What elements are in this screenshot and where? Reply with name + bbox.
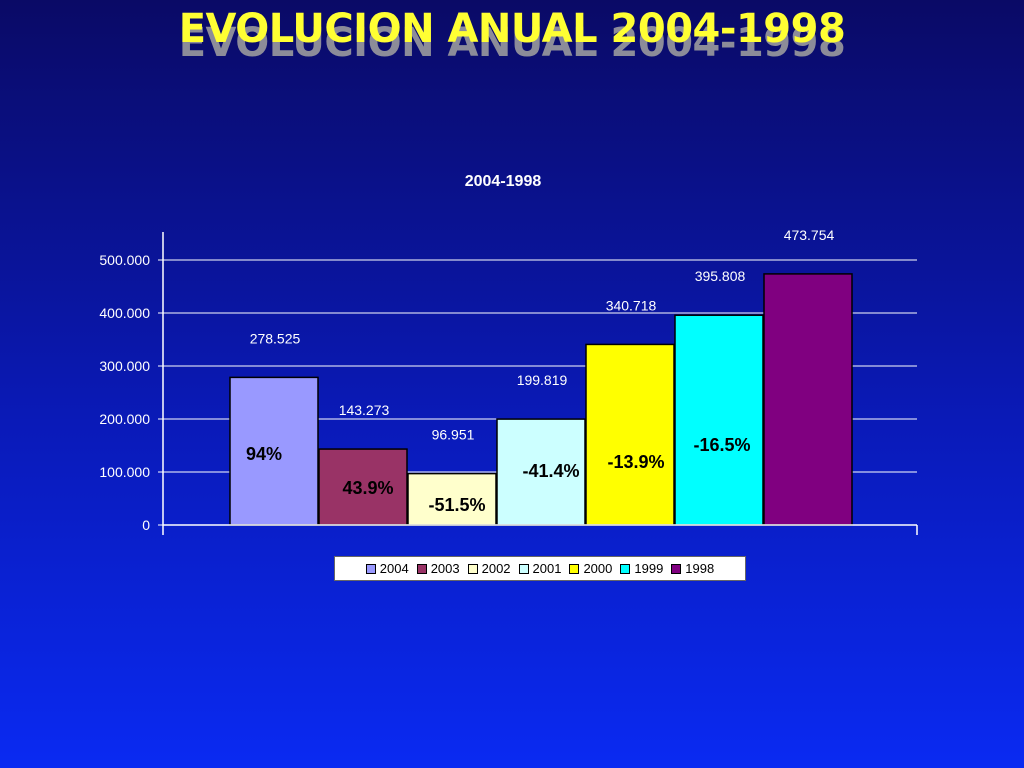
percent-label-2000: -13.9% xyxy=(607,452,664,472)
legend-swatch xyxy=(620,563,631,574)
percent-label-2004: 94% xyxy=(246,444,282,464)
percent-labels: 94% 43.9% -51.5% -41.4% -13.9% -16.5% xyxy=(246,435,751,515)
legend-item-1998: 1998 xyxy=(671,561,714,576)
bar-2004 xyxy=(229,376,319,526)
bar-2000 xyxy=(585,343,675,526)
legend-label: 2001 xyxy=(532,561,562,576)
legend-swatch xyxy=(518,563,529,574)
bar-1998 xyxy=(763,273,853,526)
bar-1999 xyxy=(674,314,764,526)
legend-label: 1998 xyxy=(685,561,715,576)
slide-title: EVOLUCION ANUAL 2004-1998 xyxy=(178,6,846,52)
legend-swatch xyxy=(365,563,376,574)
legend-swatch xyxy=(416,563,427,574)
value-label-2004: 278.525 xyxy=(250,330,301,346)
legend-swatch xyxy=(467,563,478,574)
value-label-2000: 340.718 xyxy=(606,297,657,313)
value-label-2001: 199.819 xyxy=(517,372,568,388)
slide-title-shadow: EVOLUCION ANUAL 2004-1998 xyxy=(178,20,846,66)
y-tick-label: 100.000 xyxy=(99,464,150,480)
bar-2003 xyxy=(318,448,408,526)
chart-legend: 2004 2003 2002 2001 2000 1999 1998 xyxy=(334,556,746,581)
legend-label: 2003 xyxy=(430,561,460,576)
legend-label: 2004 xyxy=(379,561,409,576)
y-tick-label: 400.000 xyxy=(99,305,150,321)
bars xyxy=(229,273,853,526)
y-tick-label: 300.000 xyxy=(99,358,150,374)
value-label-2003: 143.273 xyxy=(339,402,390,418)
value-label-2002: 96.951 xyxy=(432,427,475,443)
bar-2001 xyxy=(496,418,586,526)
legend-item-2002: 2002 xyxy=(467,561,511,576)
chart-title: 2004-1998 xyxy=(465,173,542,190)
percent-label-2002: -51.5% xyxy=(428,495,485,515)
value-label-1998: 473.754 xyxy=(784,227,835,243)
legend-label: 2000 xyxy=(583,561,613,576)
percent-label-1999: -16.5% xyxy=(693,435,750,455)
legend-swatch xyxy=(671,563,682,574)
bar-2002 xyxy=(407,472,497,526)
axes: 0 100.000 200.000 300.000 400.000 500.000 xyxy=(99,232,918,535)
legend-label: 2002 xyxy=(481,561,511,576)
value-labels: 278.525 143.273 96.951 199.819 340.718 395.80… xyxy=(250,227,835,443)
legend-item-2003: 2003 xyxy=(416,561,460,576)
value-label-1999: 395.808 xyxy=(695,268,746,284)
y-tick-label: 200.000 xyxy=(99,411,150,427)
percent-label-2001: -41.4% xyxy=(522,461,579,481)
legend-swatch xyxy=(569,563,580,574)
legend-item-2000: 2000 xyxy=(569,561,612,576)
y-tick-label: 0 xyxy=(142,517,150,533)
y-tick-label: 500.000 xyxy=(99,252,150,268)
legend-label: 1999 xyxy=(634,561,664,576)
legend-item-1999: 1999 xyxy=(620,561,663,576)
percent-label-2003: 43.9% xyxy=(342,478,393,498)
legend-item-2001: 2001 xyxy=(518,561,562,576)
slide-title-area: EVOLUCION ANUAL 2004-1998 EVOLUCION ANUA… xyxy=(0,6,1024,70)
legend-item-2004: 2004 xyxy=(365,561,409,576)
